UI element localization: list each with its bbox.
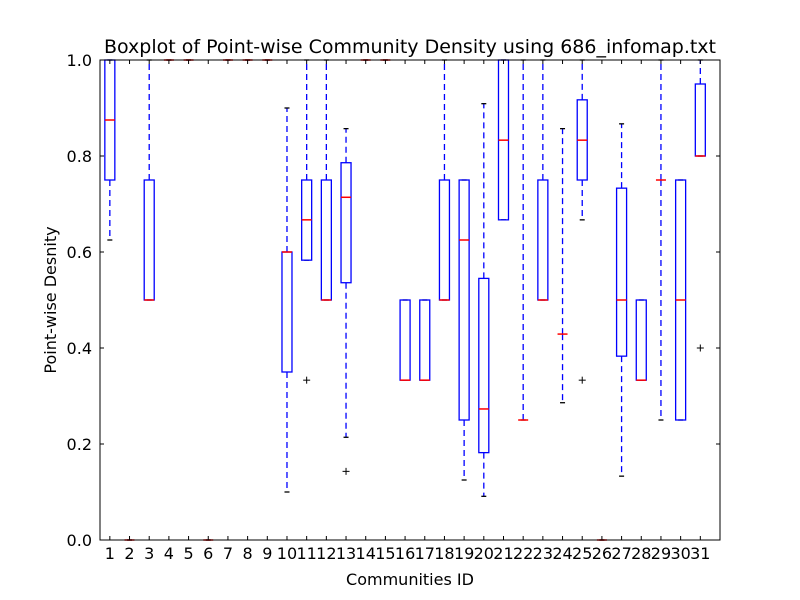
box-body-16: [399, 299, 411, 381]
box-3: [143, 59, 155, 301]
box-29: [655, 59, 666, 421]
x-tick-label-11: 11: [296, 544, 316, 563]
box-12: [320, 59, 332, 301]
box-30: [674, 179, 687, 421]
x-tick-label-3: 3: [144, 544, 154, 563]
box-24: [557, 127, 568, 404]
x-tick-label-30: 30: [670, 544, 690, 563]
box-body-17: [419, 299, 431, 381]
flier-11-0: [303, 376, 311, 384]
box-19: [458, 179, 470, 481]
box-20: [478, 103, 490, 497]
x-tick-label-7: 7: [223, 544, 233, 563]
x-tick-label-6: 6: [203, 544, 213, 563]
x-tick-label-29: 29: [651, 544, 671, 563]
box-11: [301, 59, 313, 384]
box-13: [340, 127, 352, 475]
x-tick-label-13: 13: [336, 544, 356, 563]
x-tick-label-14: 14: [356, 544, 376, 563]
box-body-31: [694, 83, 706, 157]
box-21: [497, 59, 510, 221]
boxes-layer: [104, 59, 706, 541]
box-23: [537, 59, 549, 301]
ticks-layer: 0.00.20.40.60.81.01 2 3 4 5 6 7 8 9 10 11 12 13 14 15 1…: [67, 51, 720, 563]
box-body-12: [320, 179, 332, 301]
box-body-20: [478, 277, 490, 454]
box-body-19: [458, 179, 470, 421]
x-tick-label-17: 17: [415, 544, 435, 563]
x-tick-label-22: 22: [513, 544, 533, 563]
box-body-28: [635, 299, 647, 381]
x-tick-label-16: 16: [395, 544, 415, 563]
box-1: [104, 59, 116, 241]
x-tick-label-19: 19: [454, 544, 474, 563]
x-tick-label-28: 28: [631, 544, 651, 563]
box-27: [615, 123, 628, 477]
x-tick-label-12: 12: [316, 544, 336, 563]
x-tick-label-9: 9: [262, 544, 272, 563]
x-tick-label-2: 2: [124, 544, 134, 563]
flier-13-0: [342, 467, 350, 475]
box-22: [518, 59, 529, 421]
x-tick-label-4: 4: [164, 544, 174, 563]
x-tick-label-1: 1: [105, 544, 115, 563]
x-tick-label-26: 26: [592, 544, 612, 563]
y-tick-label-1: 0.2: [67, 435, 92, 454]
box-16: [399, 299, 411, 381]
x-tick-label-18: 18: [434, 544, 454, 563]
x-tick-label-21: 21: [493, 544, 513, 563]
box-body-10: [281, 251, 293, 373]
box-body-3: [143, 179, 155, 301]
y-tick-label-0: 0.0: [67, 531, 92, 550]
box-18: [438, 59, 451, 301]
plot-frame: [99, 59, 721, 541]
y-tick-label-5: 1.0: [67, 51, 92, 70]
y-tick-label-4: 0.8: [67, 147, 92, 166]
x-tick-label-10: 10: [277, 544, 297, 563]
y-tick-label-3: 0.6: [67, 243, 92, 262]
box-28: [635, 299, 647, 381]
x-tick-label-31: 31: [690, 544, 710, 563]
box-10: [281, 107, 293, 493]
box-17: [419, 299, 431, 381]
box-31: [694, 59, 706, 352]
x-tick-label-25: 25: [572, 544, 592, 563]
box-body-23: [537, 179, 549, 301]
y-tick-label-2: 0.4: [67, 339, 92, 358]
x-tick-label-27: 27: [611, 544, 631, 563]
chart-title: Boxplot of Point-wise Community Density …: [104, 36, 716, 58]
x-tick-label-5: 5: [183, 544, 193, 563]
x-axis-label: Communities ID: [346, 570, 474, 589]
x-tick-label-24: 24: [552, 544, 572, 563]
box-body-13: [340, 162, 352, 284]
flier-31-0: [696, 344, 704, 352]
box-body-18: [438, 179, 451, 301]
box-body-27: [615, 187, 628, 357]
box-25: [576, 59, 588, 384]
x-tick-label-15: 15: [375, 544, 395, 563]
flier-25-0: [578, 376, 586, 384]
y-axis-label: Point-wise Desnity: [41, 226, 60, 373]
x-tick-label-8: 8: [243, 544, 253, 563]
x-tick-label-20: 20: [474, 544, 494, 563]
x-tick-label-23: 23: [533, 544, 553, 563]
